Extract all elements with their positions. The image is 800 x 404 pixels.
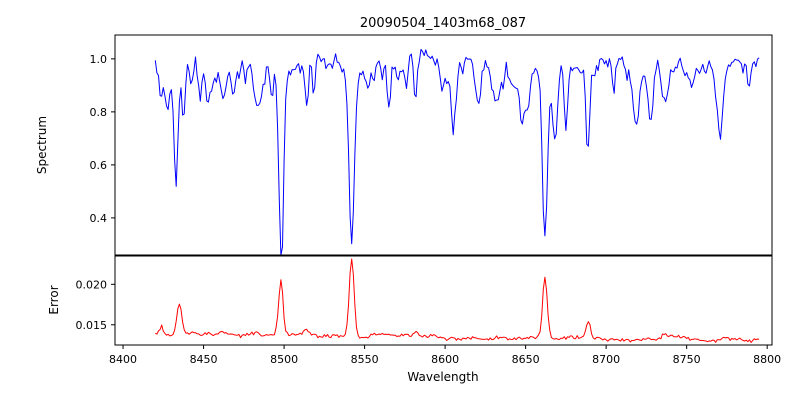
- error-y-tick-label: 0.015: [76, 319, 108, 332]
- error-line: [155, 258, 760, 343]
- x-tick-label: 8500: [270, 353, 298, 366]
- x-tick-label: 8400: [109, 353, 137, 366]
- x-tick-label: 8650: [512, 353, 540, 366]
- axis-ticks: 8400 8450 8500 8550 8600 8650 8700 8750 8800 1.0 0…: [76, 53, 782, 366]
- x-tick-label: 8450: [190, 353, 218, 366]
- error-y-tick-label: 0.020: [76, 278, 108, 291]
- spectrum-y-tick-label: 0.8: [90, 106, 108, 119]
- x-tick-label: 8700: [592, 353, 620, 366]
- spectrum-y-tick-label: 0.6: [90, 159, 108, 172]
- chart-title: 20090504_1403m68_087: [360, 16, 526, 31]
- x-axis-label: Wavelength: [407, 370, 478, 384]
- spectrum-y-tick-label: 0.4: [90, 212, 108, 225]
- spectrum-line: [154, 48, 760, 255]
- x-tick-label: 8750: [673, 353, 701, 366]
- spectrum-axes-box: [114, 34, 773, 256]
- x-tick-label: 8600: [431, 353, 459, 366]
- error-axes-box: [114, 255, 773, 346]
- error-y-axis-label: Error: [47, 285, 61, 314]
- spectrum-y-axis-label: Spectrum: [35, 116, 49, 174]
- x-tick-label: 8550: [351, 353, 379, 366]
- spectrum-y-tick-label: 1.0: [90, 53, 108, 66]
- x-tick-label: 8800: [753, 353, 781, 366]
